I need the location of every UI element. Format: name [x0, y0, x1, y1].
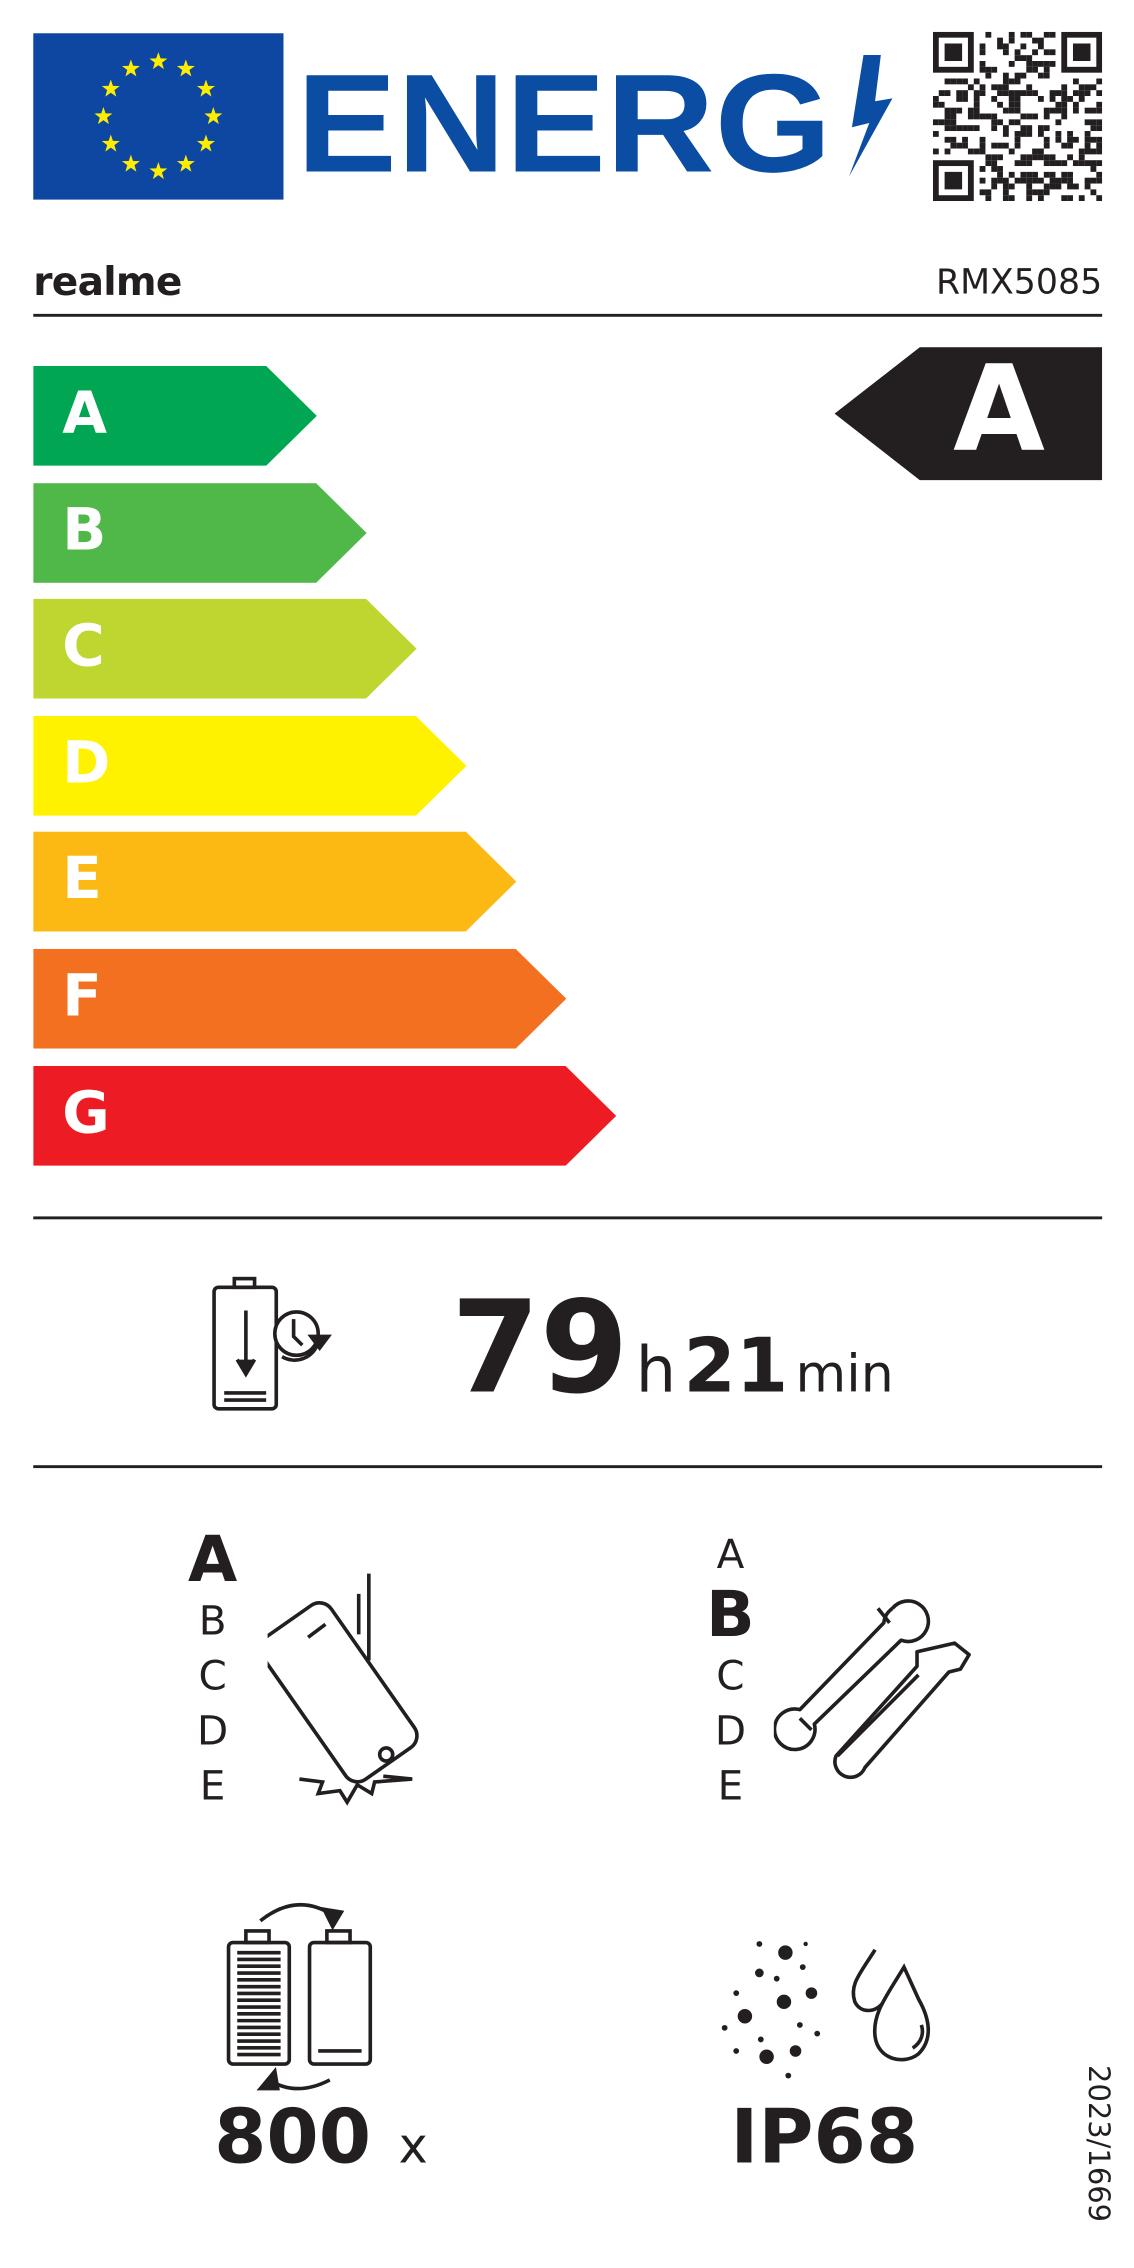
eu-flag-icon: [33, 33, 284, 200]
star-icon: [94, 107, 113, 125]
scale-class-c: C: [716, 1651, 745, 1700]
scale-class-d: D: [197, 1706, 229, 1755]
dust-water-icon: [716, 1938, 947, 2088]
minutes-value: 21: [683, 1323, 789, 1411]
class-bar-shape: [33, 948, 567, 1049]
class-bar-shape: [33, 1065, 617, 1166]
star-icon: [121, 154, 140, 172]
divider: [33, 313, 1103, 317]
class-bar-label: G: [62, 1079, 110, 1147]
class-bar-shape: [33, 832, 517, 933]
phone-drop-icon: [258, 1562, 442, 1828]
battery-cycles: 800 x: [214, 2094, 428, 2181]
star-icon: [196, 134, 215, 152]
star-icon: [196, 79, 215, 97]
star-icon: [121, 59, 140, 77]
divider: [33, 1465, 1103, 1469]
model-identifier: RMX5085: [935, 261, 1103, 303]
scale-class-b: B: [198, 1596, 227, 1645]
star-icon: [204, 107, 223, 125]
class-bar-label: D: [62, 730, 111, 797]
scale-class-e: E: [199, 1761, 226, 1810]
star-icon: [149, 52, 168, 70]
qr-code-icon: [932, 31, 1103, 202]
ingress-protection-rating: IP68: [730, 2094, 919, 2182]
regulation-number: 2023/1669: [1081, 2065, 1117, 2223]
scale-class-b: B: [706, 1578, 755, 1652]
energy-logo: ENERG: [297, 43, 904, 202]
hours-unit: h: [635, 1333, 677, 1408]
star-icon: [176, 154, 195, 172]
class-bar-label: A: [62, 380, 107, 447]
hours-value: 79: [451, 1272, 629, 1422]
svg-text:ENERG: ENERG: [297, 46, 832, 188]
repair-tools-icon: [772, 1591, 984, 1799]
scale-class-c: C: [198, 1651, 227, 1700]
star-icon: [101, 79, 120, 97]
battery-endurance: 79 h 21 min: [451, 1273, 893, 1422]
class-bar-shape: [33, 482, 367, 583]
scale-class-a: A: [187, 1523, 238, 1597]
selected-class-arrow: A: [834, 341, 1103, 481]
class-bar-shape: [33, 599, 417, 699]
class-bar-label: B: [62, 496, 107, 564]
scale-class-d: D: [714, 1706, 747, 1755]
scale-class-a: A: [716, 1530, 745, 1579]
minutes-unit: min: [795, 1345, 894, 1405]
scale-class-e: E: [717, 1761, 744, 1810]
class-bar-shape: [33, 365, 317, 466]
cycles-unit: x: [398, 2117, 428, 2176]
battery-endurance-icon: [210, 1276, 340, 1419]
class-bar-label: E: [62, 846, 102, 914]
divider: [33, 1216, 1103, 1220]
class-bar-shape: [33, 715, 467, 816]
star-icon: [101, 134, 120, 152]
cycles-value: 800: [214, 2094, 372, 2182]
star-icon: [149, 161, 168, 180]
class-bar-label: C: [62, 613, 105, 681]
battery-cycles-icon: [217, 1895, 383, 2103]
brand-name: realme: [33, 260, 182, 306]
star-icon: [176, 59, 195, 77]
class-bar-label: F: [62, 963, 102, 1030]
